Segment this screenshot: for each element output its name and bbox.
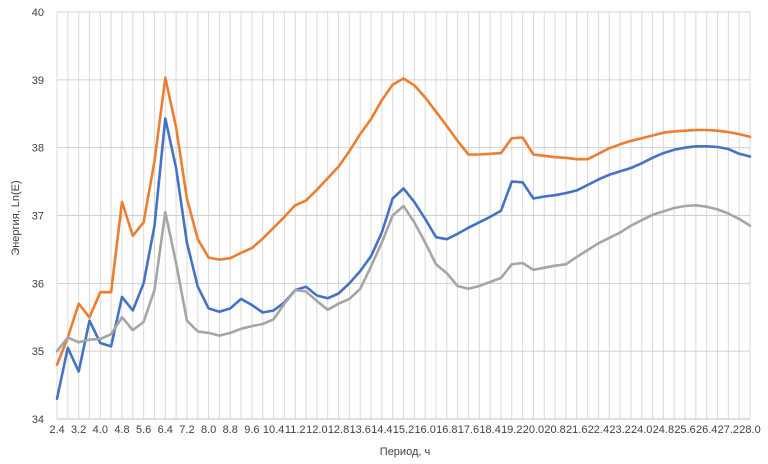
x-tick-label: 22.4 [588,424,609,436]
x-tick-label: 13.6 [349,424,370,436]
x-tick-label: 12.8 [328,424,349,436]
x-tick-label: 20.0 [523,424,544,436]
x-tick-label: 14.4 [371,424,392,436]
x-tick-label: 8.0 [201,424,216,436]
x-tick-label: 15.2 [393,424,414,436]
x-tick-label: 25.6 [674,424,695,436]
x-tick-label: 5.6 [136,424,151,436]
x-tick-label: 9.6 [244,424,259,436]
x-tick-label: 27.2 [718,424,739,436]
grid [56,11,751,420]
y-tick-label: 39 [32,75,44,87]
x-tick-label: 6.4 [158,424,173,436]
x-tick-label: 19.2 [501,424,522,436]
x-axis-ticks: 2.4 3.2 4.0 4.8 5.6 6.4 7.2 8.0 8.8 9.6 10.4 11.2 12… [49,424,760,436]
x-tick-label: 3.2 [71,424,86,436]
y-tick-label: 37 [32,211,44,223]
x-tick-label: 2.4 [49,424,64,436]
x-tick-label: 4.8 [114,424,129,436]
x-tick-label: 21.6 [566,424,587,436]
x-tick-label: 24.8 [653,424,674,436]
y-tick-label: 35 [32,346,44,358]
x-tick-label: 8.8 [223,424,238,436]
x-tick-label: 16.8 [436,424,457,436]
x-tick-label: 28.0 [739,424,760,436]
y-tick-label: 34 [32,414,44,426]
x-tick-label: 23.2 [609,424,630,436]
x-tick-label: 11.2 [285,424,306,436]
x-tick-label: 18.4 [479,424,500,436]
y-tick-label: 38 [32,143,44,155]
x-tick-label: 17.6 [458,424,479,436]
x-axis-title: Период, ч [380,446,430,458]
x-tick-label: 12.0 [306,424,327,436]
x-tick-label: 7.2 [179,424,194,436]
series-line-1 [55,76,752,367]
x-tick-label: 16.0 [414,424,435,436]
x-tick-label: 20.8 [544,424,565,436]
x-tick-label: 10.4 [263,424,284,436]
y-axis-ticks: 34 35 36 37 38 39 40 [32,7,44,426]
y-tick-label: 40 [32,7,44,19]
y-tick-label: 36 [32,278,44,290]
series-line-2 [55,117,752,401]
series-line-3 [55,204,752,353]
x-tick-label: 24.0 [631,424,652,436]
x-tick-label: 26.4 [696,424,717,436]
x-tick-label: 4.0 [93,424,108,436]
series-group [55,76,752,401]
y-axis-title: Энергия, Ln(E) [10,180,22,255]
